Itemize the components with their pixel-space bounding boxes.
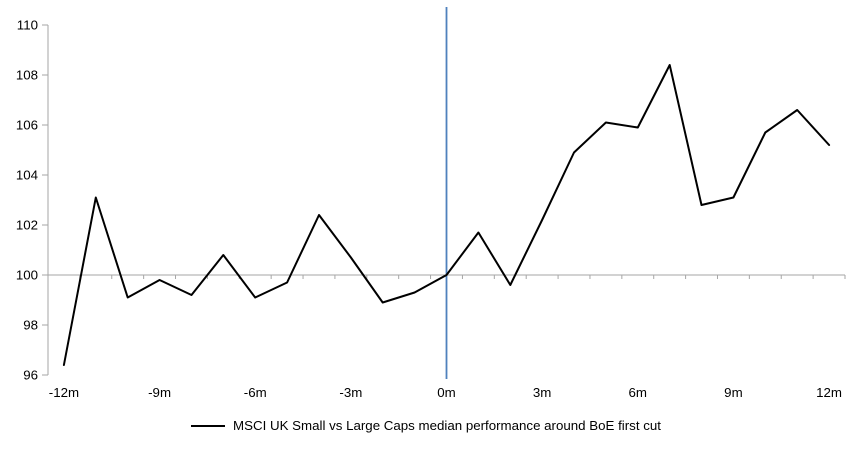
x-axis-labels: -12m -9m -6m -3m 0m 3m 6m 9m 12m bbox=[49, 385, 842, 400]
x-tick-label: 3m bbox=[533, 385, 551, 400]
y-tick-label: 96 bbox=[23, 368, 38, 383]
x-tick-label: -12m bbox=[49, 385, 79, 400]
y-tick-label: 98 bbox=[23, 318, 38, 333]
y-tick-label: 106 bbox=[16, 118, 38, 133]
y-axis bbox=[42, 24, 49, 376]
legend-label: MSCI UK Small vs Large Caps median perfo… bbox=[233, 418, 661, 433]
x-tick-label: 9m bbox=[724, 385, 742, 400]
x-tick-label: 6m bbox=[629, 385, 647, 400]
y-tick-label: 100 bbox=[16, 268, 38, 283]
x-tick-label: -3m bbox=[339, 385, 362, 400]
y-axis-labels: 96 98 100 102 104 106 108 110 bbox=[16, 18, 38, 383]
legend-line-sample bbox=[191, 424, 226, 427]
y-tick-label: 110 bbox=[17, 18, 38, 33]
x-tick-label: -6m bbox=[244, 385, 267, 400]
y-tick-label: 104 bbox=[16, 168, 38, 183]
series-line bbox=[62, 64, 831, 366]
legend: MSCI UK Small vs Large Caps median perfo… bbox=[0, 418, 852, 433]
y-tick-label: 102 bbox=[16, 218, 38, 233]
x-tick-label: 12m bbox=[816, 385, 842, 400]
y-tick-label: 108 bbox=[16, 68, 38, 83]
x-tick-label: 0m bbox=[437, 385, 455, 400]
x-tick-label: -9m bbox=[148, 385, 171, 400]
